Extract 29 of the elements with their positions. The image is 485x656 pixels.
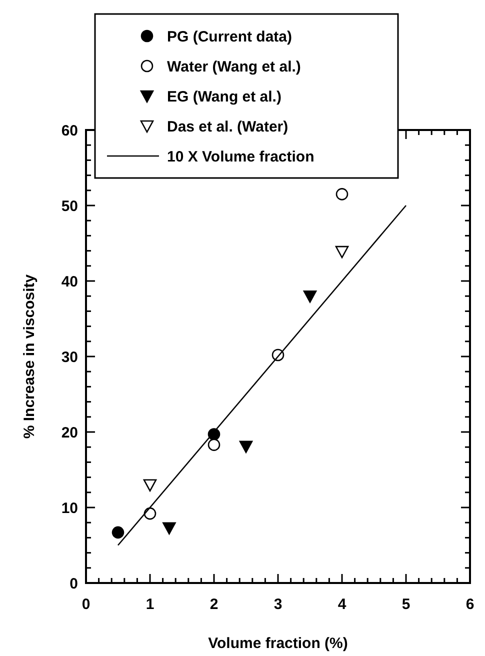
legend-label: EG (Wang et al.) — [167, 88, 282, 106]
x-axis-title: Volume fraction (%) — [208, 635, 348, 652]
y-tick-label: 20 — [61, 424, 78, 442]
y-axis-title: % Increase in viscosity — [21, 274, 38, 439]
legend-label: PG (Current data) — [167, 28, 292, 46]
point — [303, 290, 317, 303]
x-tick-label: 6 — [466, 596, 474, 613]
y-tick-label: 0 — [70, 575, 78, 592]
y-tick-label: 30 — [61, 348, 78, 366]
point — [335, 246, 349, 258]
point — [162, 522, 176, 535]
x-tick-label: 0 — [82, 596, 90, 613]
point — [143, 479, 157, 492]
y-tick-label: 60 — [61, 122, 78, 140]
y-tick-label: 50 — [61, 198, 78, 215]
point — [208, 438, 220, 451]
y-tick-label: 40 — [61, 273, 78, 290]
point — [239, 440, 253, 453]
x-tick-label: 2 — [210, 596, 218, 613]
x-tick-label: 5 — [402, 596, 410, 613]
x-tick-label: 1 — [146, 596, 154, 613]
legend-label: 10 X Volume fraction — [167, 148, 314, 166]
x-tick-label: 4 — [338, 596, 347, 613]
y-tick-label: 10 — [61, 500, 78, 517]
x-tick-label: 3 — [274, 596, 282, 613]
point — [336, 188, 348, 200]
legend-label: Water (Wang et al.) — [167, 58, 301, 76]
point — [112, 526, 124, 539]
legend-label: Das et al. (Water) — [167, 118, 288, 136]
